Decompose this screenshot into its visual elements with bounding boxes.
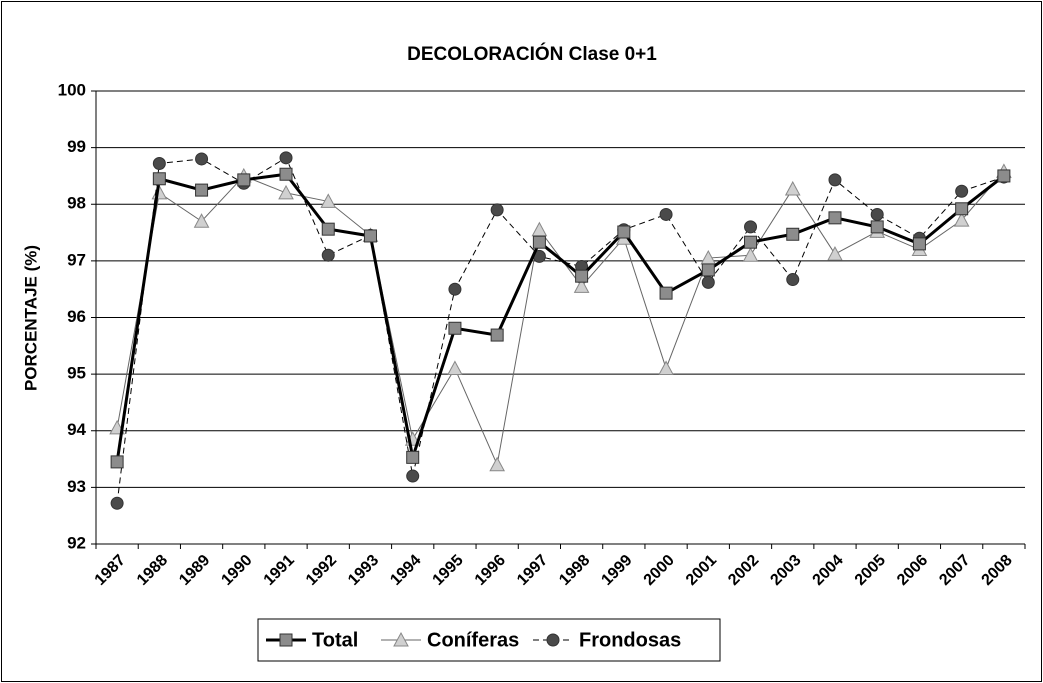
marker-triangle xyxy=(827,246,843,261)
y-axis-label: PORCENTAJE (%) xyxy=(21,245,40,391)
marker-triangle xyxy=(658,360,674,375)
marker-circle xyxy=(955,184,969,198)
marker-triangle xyxy=(278,184,294,200)
marker-circle xyxy=(786,273,800,287)
marker-circle xyxy=(701,275,715,289)
y-tick-label: 96 xyxy=(67,307,86,326)
marker-triangle xyxy=(193,213,210,228)
marker-triangle xyxy=(320,193,337,208)
legend: Total Coníferas Frondosas xyxy=(257,618,721,662)
marker-triangle xyxy=(573,278,590,293)
legend-label: Frondosas xyxy=(579,629,681,651)
y-tick-label: 97 xyxy=(67,250,86,269)
marker-triangle xyxy=(784,180,801,196)
marker-square xyxy=(195,183,209,197)
marker-circle xyxy=(448,282,462,296)
marker-circle xyxy=(195,152,209,166)
marker-square xyxy=(532,235,546,249)
marker-square xyxy=(237,173,251,187)
marker-square xyxy=(152,172,166,186)
series-line xyxy=(116,157,1005,504)
y-tick-label: 98 xyxy=(67,194,86,213)
y-tick-label: 95 xyxy=(67,364,86,383)
marker-circle xyxy=(406,469,420,483)
y-tick-label: 92 xyxy=(67,533,86,552)
marker-square xyxy=(406,450,420,464)
marker-triangle xyxy=(447,360,463,375)
marker-triangle xyxy=(489,456,505,472)
series xyxy=(109,163,1012,472)
marker-square xyxy=(786,227,800,241)
marker-square xyxy=(110,455,124,469)
y-tick-label: 93 xyxy=(67,477,86,496)
legend-box xyxy=(257,618,721,662)
marker-square xyxy=(490,328,504,342)
chart-title: DECOLORACIÓN Clase 0+1 xyxy=(407,43,657,65)
marker-square xyxy=(363,229,377,243)
marker-circle xyxy=(152,156,166,170)
marker-square xyxy=(448,321,462,335)
marker-square xyxy=(701,263,715,277)
marker-square xyxy=(955,202,969,216)
legend-label: Total xyxy=(312,629,358,651)
marker-circle xyxy=(828,173,842,187)
marker-square xyxy=(279,167,293,181)
marker-circle xyxy=(490,203,504,217)
y-tick-label: 100 xyxy=(58,80,86,99)
series xyxy=(110,167,1011,469)
marker-circle xyxy=(744,220,758,234)
marker-circle xyxy=(321,248,335,262)
marker-triangle xyxy=(953,212,970,227)
marker-square xyxy=(279,633,293,647)
marker-circle xyxy=(279,151,293,165)
y-tick-label: 99 xyxy=(67,137,86,156)
marker-circle xyxy=(110,496,124,510)
marker-square xyxy=(321,222,335,236)
marker-circle xyxy=(659,207,673,221)
marker-square xyxy=(870,220,884,234)
marker-square xyxy=(617,225,631,239)
marker-triangle xyxy=(742,247,759,262)
marker-triangle xyxy=(393,631,409,647)
marker-square xyxy=(997,169,1011,183)
series-line xyxy=(115,172,1005,463)
legend-label: Coníferas xyxy=(427,629,519,651)
marker-square xyxy=(575,269,589,283)
marker-square xyxy=(912,237,926,251)
marker-square xyxy=(828,211,842,225)
marker-circle xyxy=(870,207,884,221)
y-tick-label: 94 xyxy=(67,420,86,439)
marker-square xyxy=(659,286,673,300)
marker-circle xyxy=(546,633,560,647)
marker-square xyxy=(744,235,758,249)
